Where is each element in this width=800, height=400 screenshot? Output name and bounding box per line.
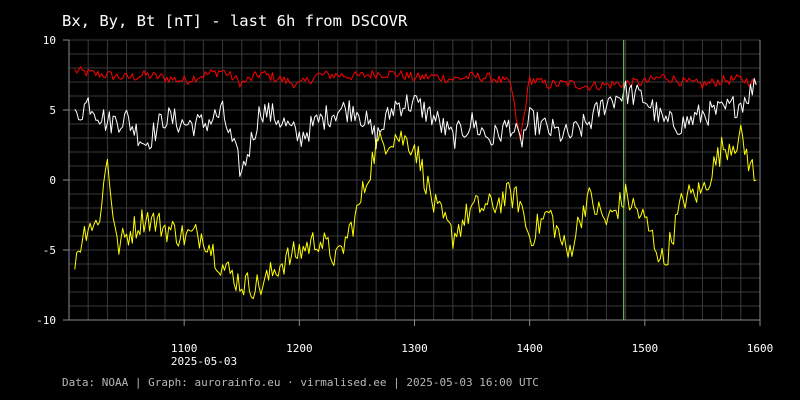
series-bx-line — [74, 77, 757, 177]
x-tick-label: 1200 — [286, 342, 313, 355]
x-tick-label: 1600 — [747, 342, 774, 355]
x-tick-label: 1500 — [632, 342, 659, 355]
series-lines — [74, 40, 757, 320]
x-tick-label: 1100 — [171, 342, 198, 355]
grid — [68, 39, 761, 321]
series-bt-line — [74, 66, 757, 141]
y-tick-labels: 10 5 0 -5 -10 — [36, 34, 69, 327]
x-tick-labels: 1100 1200 1300 1400 1500 1600 — [171, 320, 773, 355]
y-tick-label: -5 — [43, 244, 56, 257]
y-tick-label: 10 — [43, 34, 56, 47]
date-label: 2025-05-03 — [171, 355, 237, 368]
y-tick-label: 0 — [49, 174, 56, 187]
y-tick-label: -10 — [36, 314, 56, 327]
x-tick-label: 1300 — [401, 342, 428, 355]
footer-credits: Data: NOAA | Graph: aurorainfo.eu · virm… — [62, 376, 539, 389]
y-tick-label: 5 — [49, 104, 56, 117]
chart-title: Bx, By, Bt [nT] - last 6h from DSCOVR — [62, 12, 408, 30]
series-by-line — [74, 124, 757, 300]
x-tick-label: 1400 — [516, 342, 543, 355]
